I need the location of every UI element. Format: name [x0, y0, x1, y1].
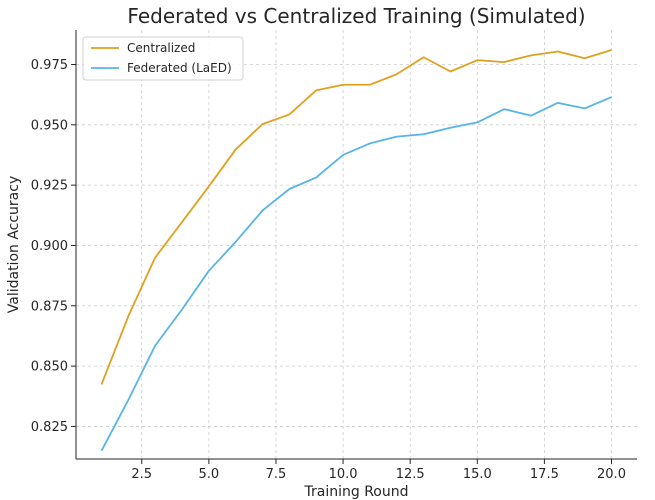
y-tick-label: 0.975 — [31, 58, 68, 73]
y-tick-label: 0.950 — [31, 118, 68, 133]
legend-label-1: Federated (LaED) — [127, 61, 232, 75]
x-tick-label: 5.0 — [199, 467, 220, 482]
x-tick-label: 20.0 — [597, 467, 626, 482]
grid — [76, 30, 637, 459]
x-axis-label: Training Round — [304, 484, 409, 500]
y-tick-label: 0.875 — [31, 299, 68, 314]
x-tick-label: 10.0 — [329, 467, 358, 482]
y-axis-label: Validation Accuracy — [6, 176, 22, 314]
y-tick-label: 0.850 — [31, 360, 68, 375]
x-tick-label: 12.5 — [396, 467, 425, 482]
x-tick-label: 7.5 — [266, 467, 287, 482]
series-layer — [100, 49, 612, 452]
legend-label-0: Centralized — [127, 41, 195, 55]
y-tick-label: 0.925 — [31, 179, 68, 194]
y-tick-label: 0.825 — [31, 420, 68, 435]
y-tick-label: 0.900 — [31, 239, 68, 254]
chart-title: Federated vs Centralized Training (Simul… — [127, 4, 585, 28]
legend: Centralized Federated (LaED) — [82, 36, 244, 81]
legend-box — [82, 36, 244, 81]
x-tick-label: 2.5 — [131, 467, 152, 482]
x-tick-label: 15.0 — [463, 467, 492, 482]
tick-labels: 2.5 5.0 7.5 10.0 12.5 15.0 17.5 20.0 0.825 0.850 0… — [31, 58, 626, 482]
x-tick-label: 17.5 — [530, 467, 559, 482]
series-line-1 — [100, 96, 612, 452]
axes — [75, 30, 637, 460]
series-line-0 — [100, 49, 612, 385]
